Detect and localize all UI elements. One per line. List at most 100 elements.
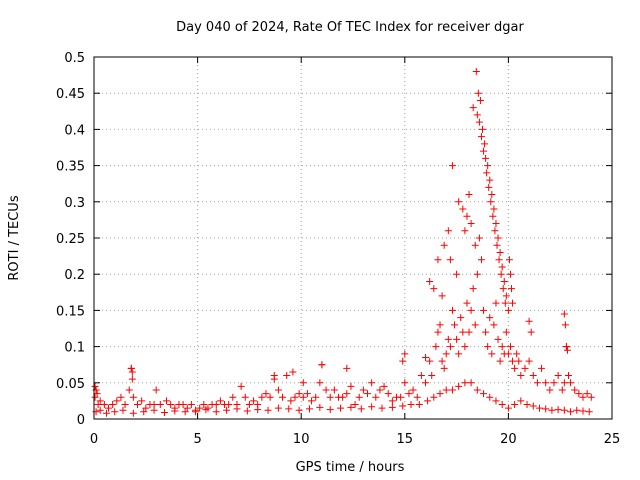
y-tick-label: 0.5 xyxy=(64,51,85,66)
data-point xyxy=(509,357,517,365)
data-point xyxy=(397,393,405,401)
data-point xyxy=(299,393,307,401)
data-point xyxy=(229,393,237,401)
data-point xyxy=(430,285,438,293)
data-point xyxy=(442,386,450,394)
data-point xyxy=(407,401,415,409)
data-point xyxy=(308,397,316,405)
data-point xyxy=(538,364,546,372)
data-point xyxy=(571,386,579,394)
data-point xyxy=(579,407,587,415)
data-point xyxy=(467,306,475,314)
data-point xyxy=(274,404,282,412)
data-point xyxy=(505,256,513,264)
data-point xyxy=(535,404,543,412)
data-point xyxy=(223,406,231,414)
data-point xyxy=(484,162,492,170)
data-point xyxy=(587,393,595,401)
data-point xyxy=(560,310,568,318)
data-point xyxy=(465,191,473,199)
data-point xyxy=(446,256,454,264)
data-point xyxy=(448,162,456,170)
data-point xyxy=(494,335,502,343)
data-point xyxy=(316,403,324,411)
data-point xyxy=(250,397,258,405)
data-point xyxy=(461,379,469,387)
data-point xyxy=(291,393,299,401)
data-point xyxy=(473,111,481,119)
data-point xyxy=(448,306,456,314)
data-point xyxy=(295,390,303,398)
data-point xyxy=(492,299,500,307)
data-point xyxy=(181,408,189,416)
data-point xyxy=(434,256,442,264)
data-point xyxy=(455,382,463,390)
data-point xyxy=(119,406,127,414)
data-point xyxy=(542,405,550,413)
x-tick-label: 5 xyxy=(193,432,201,447)
data-point xyxy=(511,401,519,409)
data-point xyxy=(409,386,417,394)
data-point xyxy=(216,397,224,405)
data-point xyxy=(351,401,359,409)
data-point xyxy=(262,390,270,398)
data-point xyxy=(355,393,363,401)
data-point xyxy=(163,397,171,405)
data-point xyxy=(129,409,137,417)
data-point xyxy=(399,402,407,410)
data-point xyxy=(475,118,483,126)
data-point xyxy=(499,285,507,293)
data-point xyxy=(567,408,575,416)
data-point xyxy=(91,393,99,401)
data-point xyxy=(326,406,334,414)
y-tick-label: 0.1 xyxy=(64,341,85,356)
data-point xyxy=(469,104,477,112)
data-point xyxy=(372,393,380,401)
data-point xyxy=(318,361,326,369)
data-point xyxy=(343,390,351,398)
data-point xyxy=(459,205,467,213)
data-point xyxy=(258,393,266,401)
data-point xyxy=(467,379,475,387)
data-point xyxy=(388,403,396,411)
data-point xyxy=(121,401,129,409)
data-point xyxy=(128,375,136,383)
data-point xyxy=(560,406,568,414)
data-point xyxy=(376,386,384,394)
data-point xyxy=(477,256,485,264)
data-point xyxy=(508,285,516,293)
y-tick-label: 0.45 xyxy=(56,87,85,102)
data-point xyxy=(347,403,355,411)
data-point xyxy=(491,227,499,235)
data-point xyxy=(482,328,490,336)
data-point xyxy=(488,191,496,199)
data-point xyxy=(517,372,525,380)
data-point xyxy=(446,343,454,351)
data-point xyxy=(127,364,135,372)
y-tick-label: 0 xyxy=(77,413,85,428)
data-point xyxy=(347,382,355,390)
data-point xyxy=(542,379,550,387)
data-point xyxy=(380,382,388,390)
data-point xyxy=(295,406,303,414)
data-point xyxy=(475,234,483,242)
data-point xyxy=(109,401,117,409)
data-point xyxy=(105,404,113,412)
data-point xyxy=(485,183,493,191)
data-point xyxy=(455,198,463,206)
data-point xyxy=(233,405,241,413)
data-point xyxy=(129,393,137,401)
data-point xyxy=(422,353,430,361)
data-point xyxy=(476,96,484,104)
data-point xyxy=(496,248,504,256)
data-point xyxy=(401,379,409,387)
data-point xyxy=(561,321,569,329)
data-point xyxy=(128,368,136,376)
data-point xyxy=(546,386,554,394)
data-point xyxy=(417,372,425,380)
data-point xyxy=(548,406,556,414)
data-point xyxy=(183,404,191,412)
data-point xyxy=(461,227,469,235)
data-point xyxy=(509,299,517,307)
data-point xyxy=(492,220,500,228)
